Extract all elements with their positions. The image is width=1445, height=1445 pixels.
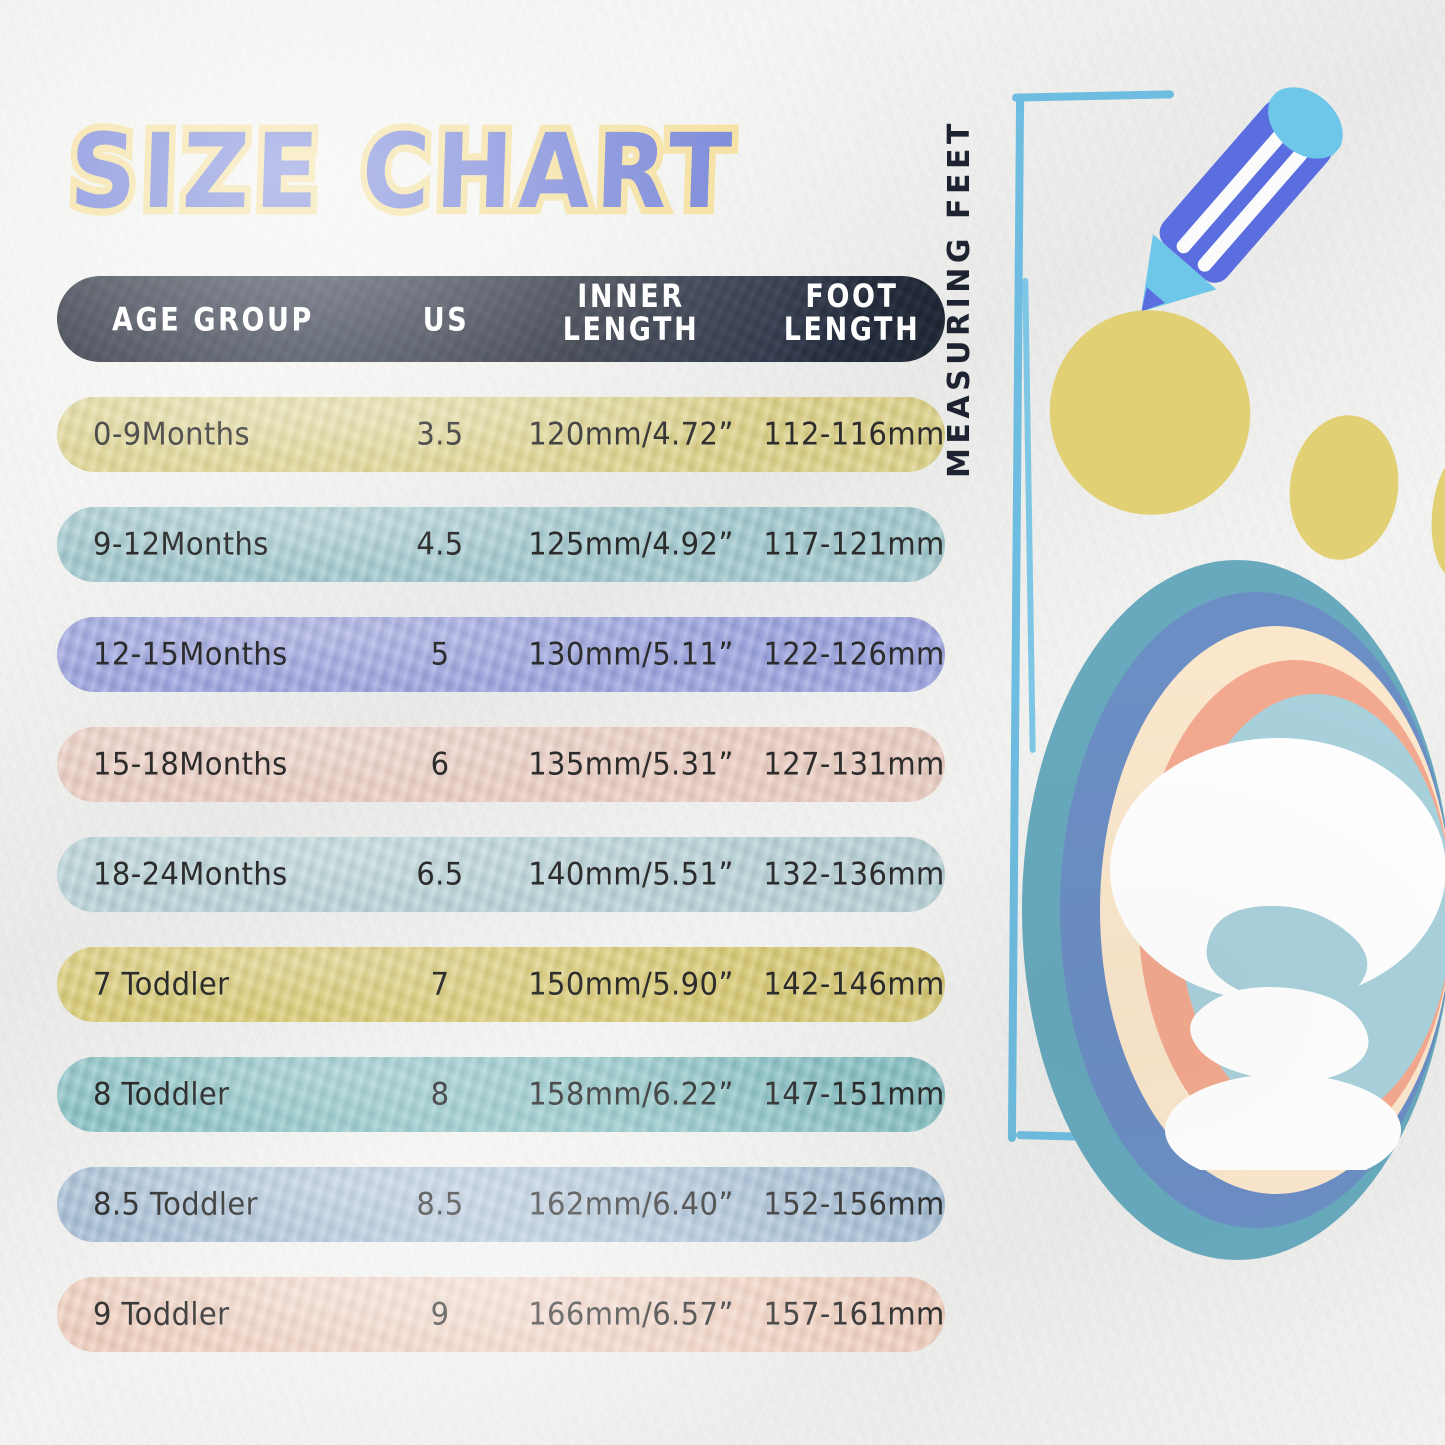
table-row: 0-9Months 3.5 120mm/4.72” 112-116mm [57,397,945,472]
pencil-icon [1141,87,1343,312]
cell-inner-length: 158mm/6.22” [528,1075,734,1112]
cell-us: 3.5 [416,415,464,452]
cell-inner-length: 130mm/5.11” [528,635,734,672]
table-row: 12-15Months 5 130mm/5.11” 122-126mm [57,617,945,692]
cell-us: 7 [430,965,450,1002]
table-row: 7 Toddler 7 150mm/5.90” 142-146mm [57,947,945,1022]
cell-age-group: 8 Toddler [93,1075,230,1112]
cell-age-group: 7 Toddler [93,965,230,1002]
cell-us: 6.5 [416,855,464,892]
cell-foot-length: 147-151mm [763,1075,945,1112]
footprint-icon [1110,738,1445,1170]
decorative-blob [1426,447,1445,583]
page-title: SIZE CHART [61,105,746,239]
column-header-us: US [422,302,470,339]
cell-inner-length: 125mm/4.92” [528,525,734,562]
cell-foot-length: 112-116mm [763,415,945,452]
cell-foot-length: 132-136mm [763,855,945,892]
cell-age-group: 8.5 Toddler [93,1185,258,1222]
table-row: 15-18Months 6 135mm/5.31” 127-131mm [57,727,945,802]
illustration-panel: MEASURING FEET [942,70,1445,1380]
table-row: 8 Toddler 8 158mm/6.22” 147-151mm [57,1057,945,1132]
cell-age-group: 15-18Months [93,745,288,782]
measuring-feet-label: MEASURING FEET [942,119,977,478]
column-header-inner-length: INNER LENGTH [562,278,700,348]
cell-inner-length: 140mm/5.51” [528,855,734,892]
cell-foot-length: 157-161mm [763,1295,945,1332]
cell-us: 9 [430,1295,450,1332]
cell-inner-length: 120mm/4.72” [528,415,734,452]
cell-us: 8.5 [416,1185,464,1222]
cell-age-group: 0-9Months [93,415,250,452]
cell-foot-length: 122-126mm [763,635,945,672]
cell-age-group: 18-24Months [93,855,288,892]
table-header-row: AGE GROUP US INNER LENGTH FOOT LENGTH [57,276,945,362]
cell-inner-length: 135mm/5.31” [528,745,734,782]
table-row: 8.5 Toddler 8.5 162mm/6.40” 152-156mm [57,1167,945,1242]
cell-us: 5 [430,635,450,672]
cell-us: 8 [430,1075,450,1112]
column-header-foot-length: FOOT LENGTH [783,278,921,348]
table-row: 9-12Months 4.5 125mm/4.92” 117-121mm [57,507,945,582]
cell-age-group: 9-12Months [93,525,269,562]
table-row: 9 Toddler 9 166mm/6.57” 157-161mm [57,1277,945,1352]
cell-foot-length: 117-121mm [763,525,945,562]
cell-inner-length: 166mm/6.57” [528,1295,734,1332]
cell-foot-length: 142-146mm [763,965,945,1002]
cell-age-group: 12-15Months [93,635,288,672]
cell-inner-length: 162mm/6.40” [528,1185,734,1222]
cell-age-group: 9 Toddler [93,1295,230,1332]
cell-inner-length: 150mm/5.90” [528,965,734,1002]
cell-foot-length: 127-131mm [763,745,945,782]
column-header-age-group: AGE GROUP [112,302,314,339]
decorative-blob [1280,408,1408,567]
frame-left-line [1007,93,1025,1143]
cell-foot-length: 152-156mm [763,1185,945,1222]
size-chart-table: AGE GROUP US INNER LENGTH FOOT LENGTH 0-… [57,276,945,1352]
frame-left-line-accent [1022,277,1036,754]
cell-us: 4.5 [416,525,464,562]
cell-us: 6 [430,745,450,782]
table-row: 18-24Months 6.5 140mm/5.51” 132-136mm [57,837,945,912]
